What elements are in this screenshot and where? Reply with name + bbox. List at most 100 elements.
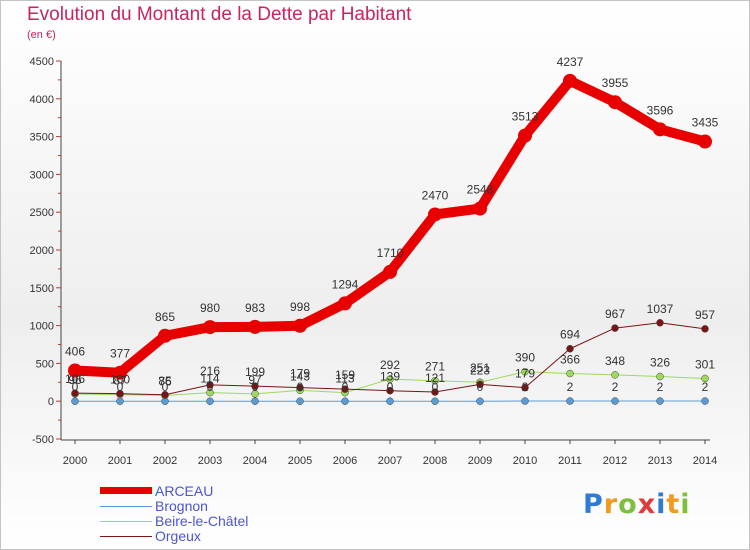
legend-swatch-arceau bbox=[100, 487, 152, 494]
x-tick-label: 2003 bbox=[198, 455, 222, 467]
data-label-orgeux: 100 bbox=[110, 373, 130, 387]
data-point-brognon bbox=[341, 397, 349, 405]
x-tick-label: 2005 bbox=[288, 455, 312, 467]
data-point-brognon bbox=[386, 397, 394, 405]
logo-letter: x bbox=[637, 489, 657, 520]
data-label-brognon: 0 bbox=[432, 380, 439, 394]
data-label-orgeux: 85 bbox=[158, 374, 172, 388]
y-tick-label: 4000 bbox=[30, 94, 54, 106]
chart-unit: (en €) bbox=[27, 29, 56, 41]
data-label-arceau: 1294 bbox=[332, 277, 359, 291]
x-tick-label: 2011 bbox=[558, 455, 582, 467]
data-label-beire-le-ch-tel: 97 bbox=[248, 373, 262, 387]
data-point-orgeux bbox=[161, 391, 169, 399]
data-point-brognon bbox=[521, 397, 529, 405]
data-label-arceau: 998 bbox=[290, 300, 310, 314]
data-label-arceau: 377 bbox=[110, 347, 130, 361]
data-label-arceau: 983 bbox=[245, 301, 265, 315]
data-label-brognon: 2 bbox=[522, 380, 529, 394]
data-point-brognon bbox=[656, 397, 664, 405]
x-tick-label: 2007 bbox=[378, 455, 402, 467]
x-tick-label: 2000 bbox=[63, 455, 87, 467]
data-label-beire-le-ch-tel: 113 bbox=[335, 372, 354, 386]
data-point-orgeux bbox=[296, 383, 304, 392]
data-label-orgeux: 957 bbox=[695, 308, 715, 322]
chart-title: Evolution du Montant de la Dette par Hab… bbox=[27, 4, 412, 25]
data-label-brognon: 0 bbox=[117, 380, 124, 394]
data-label-brognon: 0 bbox=[252, 380, 259, 394]
data-label-arceau: 3596 bbox=[647, 103, 674, 117]
data-point-beire-le-ch-tel bbox=[611, 371, 619, 379]
data-point-orgeux bbox=[386, 386, 394, 395]
data-label-arceau: 1710 bbox=[377, 246, 404, 260]
logo-letter: i bbox=[680, 489, 691, 520]
data-label-beire-le-ch-tel: 87 bbox=[113, 374, 127, 388]
data-point-brognon bbox=[476, 397, 484, 405]
data-label-orgeux: 967 bbox=[605, 307, 625, 321]
x-tick-label: 2010 bbox=[513, 455, 537, 467]
data-label-arceau: 4237 bbox=[557, 55, 584, 69]
x-tick-label: 2004 bbox=[243, 455, 267, 467]
y-tick-label: 2000 bbox=[30, 245, 54, 257]
legend-swatch-brognon bbox=[100, 506, 152, 507]
data-point-arceau bbox=[563, 73, 577, 88]
data-label-beire-le-ch-tel: 326 bbox=[650, 356, 670, 370]
data-point-brognon bbox=[71, 397, 79, 405]
legend-swatch-beire-le-chatel bbox=[100, 521, 152, 522]
data-label-brognon: 0 bbox=[162, 380, 169, 394]
data-point-brognon bbox=[296, 397, 304, 405]
data-point-orgeux bbox=[656, 319, 664, 327]
data-point-arceau bbox=[653, 122, 667, 137]
y-tick-label: 500 bbox=[36, 358, 54, 370]
data-label-orgeux: 121 bbox=[425, 371, 445, 385]
data-point-beire-le-ch-tel bbox=[656, 372, 664, 381]
data-label-arceau: 3955 bbox=[602, 76, 629, 90]
data-label-arceau: 3513 bbox=[512, 110, 539, 124]
data-point-beire-le-ch-tel bbox=[251, 390, 259, 398]
data-label-orgeux: 106 bbox=[65, 372, 85, 386]
data-point-beire-le-ch-tel bbox=[701, 374, 709, 383]
data-label-brognon: 2 bbox=[612, 380, 619, 394]
data-label-beire-le-ch-tel: 366 bbox=[560, 353, 580, 367]
data-point-brognon bbox=[611, 397, 619, 405]
data-point-orgeux bbox=[116, 389, 124, 398]
y-tick-label: 3500 bbox=[30, 132, 54, 144]
y-tick-label: 4500 bbox=[30, 56, 54, 68]
x-tick-label: 2002 bbox=[153, 455, 177, 467]
data-point-orgeux bbox=[341, 385, 349, 393]
data-point-orgeux bbox=[701, 325, 709, 333]
data-point-arceau bbox=[68, 363, 82, 378]
data-label-beire-le-ch-tel: 251 bbox=[470, 361, 490, 375]
data-point-orgeux bbox=[71, 389, 79, 397]
data-label-arceau: 2548 bbox=[467, 183, 494, 197]
data-label-beire-le-ch-tel: 348 bbox=[605, 354, 625, 368]
data-point-orgeux bbox=[251, 382, 259, 390]
data-point-arceau bbox=[608, 95, 622, 110]
data-label-orgeux: 1037 bbox=[647, 302, 674, 316]
data-label-beire-le-ch-tel: 143 bbox=[290, 369, 310, 383]
x-tick-label: 2013 bbox=[648, 455, 672, 467]
data-point-beire-le-ch-tel bbox=[206, 388, 214, 397]
y-tick-label: 0 bbox=[48, 396, 54, 408]
data-label-brognon: 0 bbox=[207, 380, 214, 394]
data-point-beire-le-ch-tel bbox=[566, 369, 574, 378]
data-label-beire-le-ch-tel: 114 bbox=[200, 372, 219, 386]
data-label-brognon: 0 bbox=[387, 380, 394, 394]
data-label-arceau: 865 bbox=[155, 310, 175, 324]
data-point-beire-le-ch-tel bbox=[386, 375, 394, 383]
data-label-brognon: 0 bbox=[297, 380, 304, 394]
y-tick-label: 3000 bbox=[30, 169, 54, 181]
data-label-orgeux: 694 bbox=[560, 328, 580, 342]
data-label-arceau: 2470 bbox=[422, 188, 449, 202]
logo-letter: i bbox=[656, 489, 667, 520]
series-line-arceau bbox=[70, 75, 710, 378]
data-point-orgeux bbox=[611, 324, 619, 332]
data-label-arceau: 980 bbox=[200, 301, 220, 315]
data-label-orgeux: 223 bbox=[470, 363, 490, 377]
y-tick-label: 1500 bbox=[30, 283, 54, 295]
data-label-beire-le-ch-tel: 301 bbox=[695, 357, 715, 371]
data-label-arceau: 406 bbox=[65, 345, 85, 359]
data-point-brognon bbox=[206, 397, 214, 405]
